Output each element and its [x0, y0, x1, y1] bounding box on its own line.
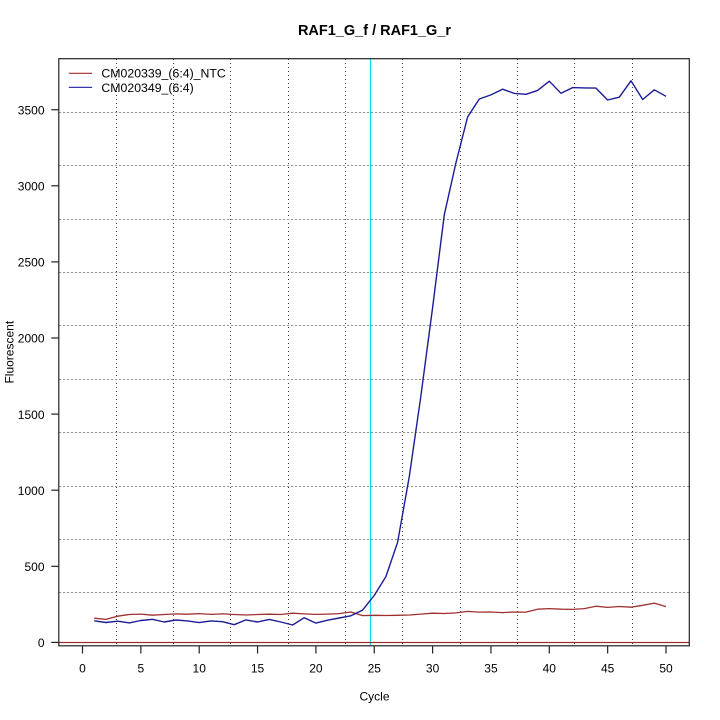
svg-text:Cycle: Cycle — [359, 690, 389, 704]
svg-text:20: 20 — [309, 661, 323, 675]
svg-text:25: 25 — [368, 661, 382, 675]
svg-text:3000: 3000 — [18, 180, 45, 194]
svg-text:45: 45 — [601, 661, 615, 675]
svg-text:500: 500 — [24, 560, 44, 574]
svg-text:3500: 3500 — [18, 103, 45, 117]
svg-text:15: 15 — [251, 661, 265, 675]
svg-text:40: 40 — [543, 661, 557, 675]
svg-text:CM020339_(6:4)_NTC: CM020339_(6:4)_NTC — [101, 67, 226, 81]
svg-text:35: 35 — [484, 661, 498, 675]
svg-text:0: 0 — [38, 636, 45, 650]
svg-text:1500: 1500 — [18, 408, 45, 422]
svg-text:2500: 2500 — [18, 256, 45, 270]
svg-text:2000: 2000 — [18, 332, 45, 346]
svg-text:1000: 1000 — [18, 484, 45, 498]
svg-text:0: 0 — [79, 661, 86, 675]
svg-text:RAF1_G_f / RAF1_G_r: RAF1_G_f / RAF1_G_r — [298, 23, 451, 39]
svg-text:50: 50 — [659, 661, 673, 675]
svg-text:10: 10 — [193, 661, 207, 675]
svg-text:CM020349_(6:4): CM020349_(6:4) — [101, 81, 193, 95]
svg-text:30: 30 — [426, 661, 440, 675]
svg-text:Fluorescent: Fluorescent — [3, 320, 17, 383]
svg-text:5: 5 — [138, 661, 145, 675]
